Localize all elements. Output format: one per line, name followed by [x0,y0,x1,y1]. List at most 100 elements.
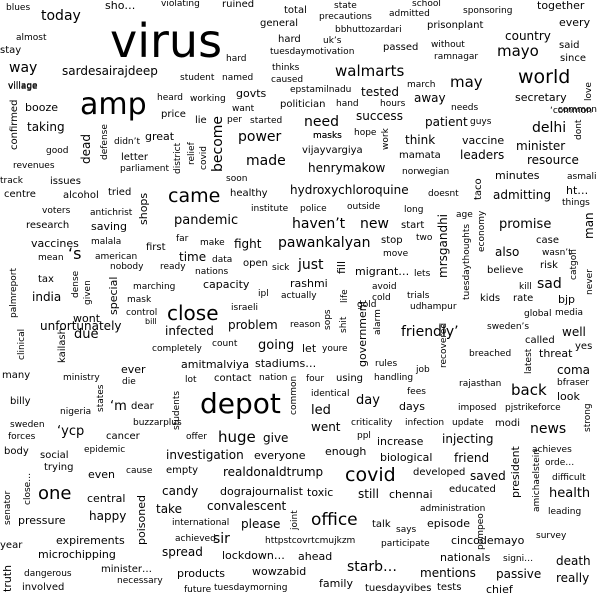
word: alarm [373,309,383,335]
word: bill [145,317,157,326]
word: start [401,220,425,231]
word: vaccines [31,237,79,250]
word: kids [480,293,501,304]
word: dead [79,134,93,164]
word: clinical [17,328,27,360]
word: power [238,129,282,145]
word: modi [495,418,520,429]
word: ppl [357,431,371,441]
word: become [210,115,226,172]
word: hand [336,99,359,109]
word: pawankalyan [278,235,371,251]
word: injecting [442,432,494,446]
word: passive [496,567,542,581]
word: migrant… [355,265,410,278]
word: leaders [460,148,505,162]
word: rashmi [290,277,328,290]
word: ‘ycp [57,424,85,439]
word: capacity [203,278,250,291]
word: masks [313,131,342,141]
word: ipl [258,289,269,299]
word: international [172,518,230,528]
word: village [8,81,38,91]
word: recovered [439,322,449,368]
word: covid [199,146,209,170]
word: didn’t [114,137,141,147]
word: economy [477,210,487,252]
word: taco [473,178,484,200]
word: mask [127,295,152,305]
word: catgoh [569,249,579,280]
word: sweden [10,420,45,430]
word: promise [499,217,552,232]
word: bjp [558,293,576,306]
word: imposed [458,403,497,413]
word: orde… [545,458,575,468]
word: minister… [101,564,153,575]
word: microchipping [38,548,116,561]
word: patient [425,115,468,129]
word: track [0,176,23,186]
word: never [585,269,595,295]
word: lockdown… [222,549,285,562]
word: survey [536,531,567,541]
word: please [241,517,281,531]
word: billy [10,396,31,407]
word: ‘m [110,399,127,414]
word: achieves [532,445,572,455]
word: way [9,60,38,76]
word: die [122,377,136,387]
word: saving [91,220,127,233]
word: nobody [110,262,144,272]
word: price [161,109,186,120]
word: president [509,446,522,498]
word: amichaelstein [532,449,542,512]
word: lets [414,269,431,279]
word: unfortunately [40,319,122,333]
word: move [383,249,409,259]
word: given [83,280,93,305]
word: senator [3,490,13,525]
word: actually [281,291,317,301]
word: politician [280,99,326,110]
word: developed [413,467,466,478]
word: four [306,374,325,384]
word: far [176,234,189,244]
word: nation [259,373,288,383]
word: infected [165,324,214,338]
word: ready [160,262,186,272]
word: relief [187,142,197,165]
word: close [167,301,219,325]
word: malala [91,237,122,247]
word: named [222,73,254,83]
word: new [360,216,389,232]
word: ‘s [68,244,82,263]
word: cold [372,293,391,303]
word: secretary [515,91,567,104]
word: hard [278,34,301,45]
word: infection [405,418,445,428]
word: using [336,373,364,384]
word: voters [42,206,71,216]
word: friendly’ [401,324,459,340]
word: tax [38,274,54,285]
word: bbhuttozardari [335,25,402,35]
word: henrymakow [308,161,386,175]
word: one [38,483,72,504]
word: wowzabid [252,565,307,578]
word: tests [437,582,462,593]
word: reason [290,320,321,330]
word: work [381,128,391,150]
word: saved [470,469,506,483]
word: confirmed [9,99,20,150]
word: update [452,418,484,428]
word: amp [80,87,147,122]
word: minutes [495,169,540,182]
word: ‘common [550,106,593,116]
word: parliament [120,164,169,174]
word: common [289,375,299,415]
word: chennai [389,488,433,501]
word: first [146,242,166,253]
word: still [358,487,379,501]
word: world [518,66,571,88]
